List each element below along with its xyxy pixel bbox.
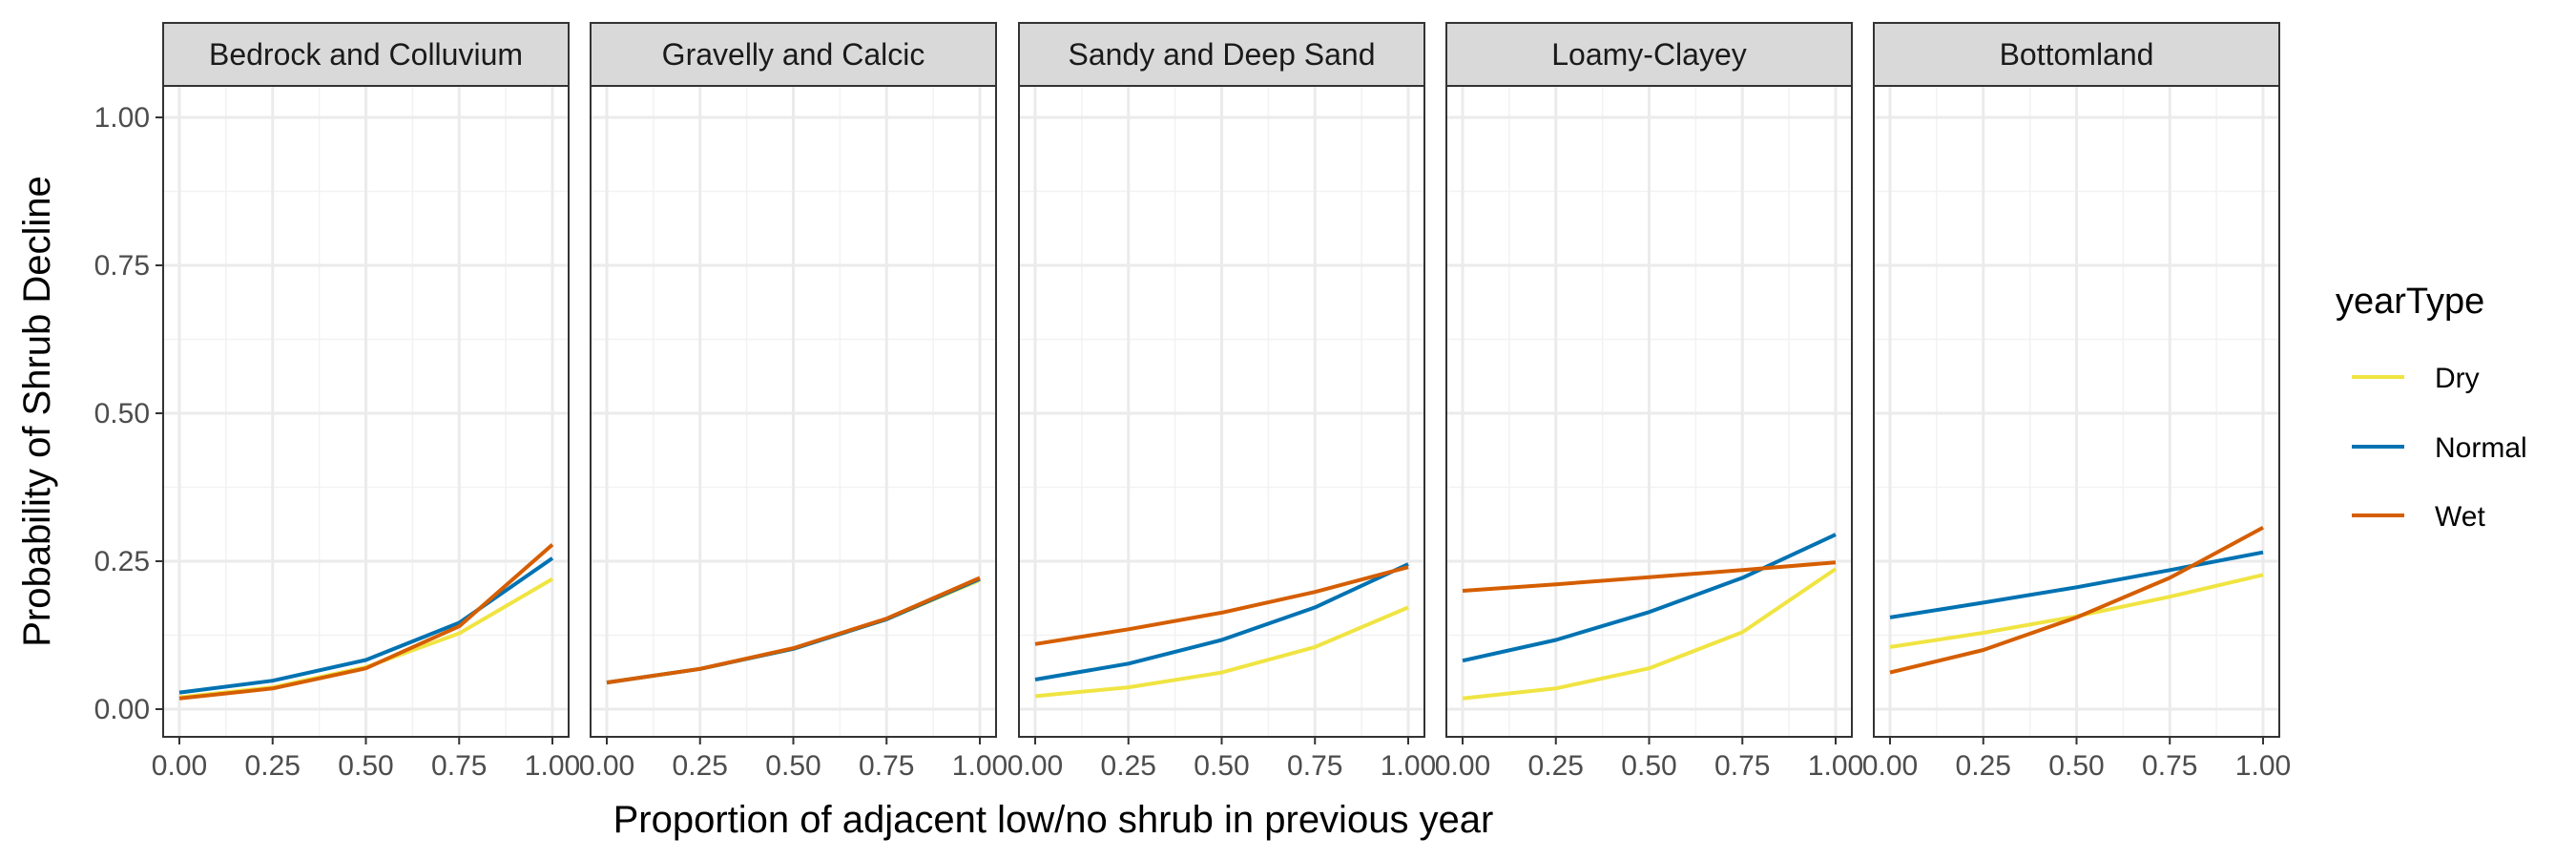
x-tick-label: 0.25 [245, 750, 301, 782]
series-line-dry [1034, 605, 1409, 699]
strip-label: Loamy-Clayey [1551, 37, 1747, 72]
facet-panel: Loamy-Clayey 0.00 0.25 0.50 0.75 1.00 [1435, 22, 1863, 782]
y-tick-label: 1.00 [94, 102, 150, 134]
series-line-wet [1889, 525, 2264, 675]
series-line-wet [178, 543, 554, 701]
x-tick-label: 1.00 [1381, 750, 1436, 782]
x-tick-label: 0.25 [1956, 750, 2011, 782]
y-tick-label: 0.00 [94, 694, 150, 725]
facet-panel: Gravelly and Calcic 0.00 0.25 0.50 0.75 1.00 [579, 22, 1008, 782]
facet-panels: Bedrock and Colluvium 0.00 0.25 0.50 0.75 1.0… [94, 22, 2291, 782]
x-tick-label: 0.00 [152, 750, 207, 782]
strip-label: Sandy and Deep Sand [1068, 37, 1375, 72]
x-tick-label: 1.00 [2235, 750, 2291, 782]
series-line-normal [1889, 550, 2264, 619]
strip-label: Gravelly and Calcic [662, 37, 925, 72]
x-tick-label: 0.75 [1714, 750, 1770, 782]
y-tick-label: 0.50 [94, 398, 150, 430]
legend-label-wet: Wet [2435, 501, 2485, 533]
x-tick-label: 0.75 [1287, 750, 1342, 782]
strip-label: Bottomland [2000, 37, 2154, 72]
x-tick-label: 0.50 [2048, 750, 2104, 782]
x-tick-label: 0.00 [1862, 750, 1918, 782]
series-line-normal [1034, 562, 1409, 681]
strip-background [590, 22, 997, 87]
y-tick-label: 0.75 [94, 250, 150, 282]
strip-background [1873, 22, 2280, 87]
x-axis-title: Proportion of adjacent low/no shrub in p… [613, 799, 1494, 841]
series-line-normal [1462, 533, 1837, 663]
x-tick-label: 0.25 [673, 750, 728, 782]
series-line-wet [606, 576, 981, 685]
x-tick-label: 0.75 [431, 750, 487, 782]
facet-panel: Sandy and Deep Sand 0.00 0.25 0.50 0.75 1.00 [1008, 22, 1436, 782]
x-tick-label: 0.25 [1528, 750, 1584, 782]
x-tick-label: 0.00 [1435, 750, 1490, 782]
x-tick-label: 0.00 [579, 750, 634, 782]
strip-background [162, 22, 570, 87]
x-tick-label: 1.00 [952, 750, 1008, 782]
facet-panel: Bedrock and Colluvium 0.00 0.25 0.50 0.75 1.0… [152, 22, 580, 782]
x-tick-label: 0.50 [765, 750, 821, 782]
x-tick-label: 0.25 [1101, 750, 1156, 782]
legend-title: yearType [2336, 282, 2484, 322]
x-tick-label: 1.00 [525, 750, 580, 782]
x-tick-label: 0.50 [1621, 750, 1676, 782]
strip-label: Bedrock and Colluvium [209, 37, 523, 72]
series-line-dry [1462, 567, 1838, 701]
x-tick-label: 1.00 [1808, 750, 1863, 782]
facet-panel: Bottomland 0.00 0.25 0.50 0.75 1.00 [1862, 22, 2291, 782]
x-tick-label: 0.00 [1008, 750, 1063, 782]
x-tick-label: 0.75 [859, 750, 914, 782]
series-line-wet [1034, 565, 1409, 646]
series-line-wet [1462, 560, 1837, 593]
legend: yearType Dry Normal Wet [2336, 282, 2527, 533]
x-tick-label: 0.50 [338, 750, 393, 782]
y-axis-title: Probability of Shrub Decline [16, 176, 58, 647]
strip-background [1018, 22, 1425, 87]
y-tick-label: 0.25 [94, 546, 150, 577]
legend-label-dry: Dry [2435, 363, 2480, 394]
strip-background [1445, 22, 1853, 87]
legend-label-normal: Normal [2435, 432, 2527, 464]
x-tick-label: 0.75 [2142, 750, 2197, 782]
x-tick-label: 0.50 [1194, 750, 1249, 782]
